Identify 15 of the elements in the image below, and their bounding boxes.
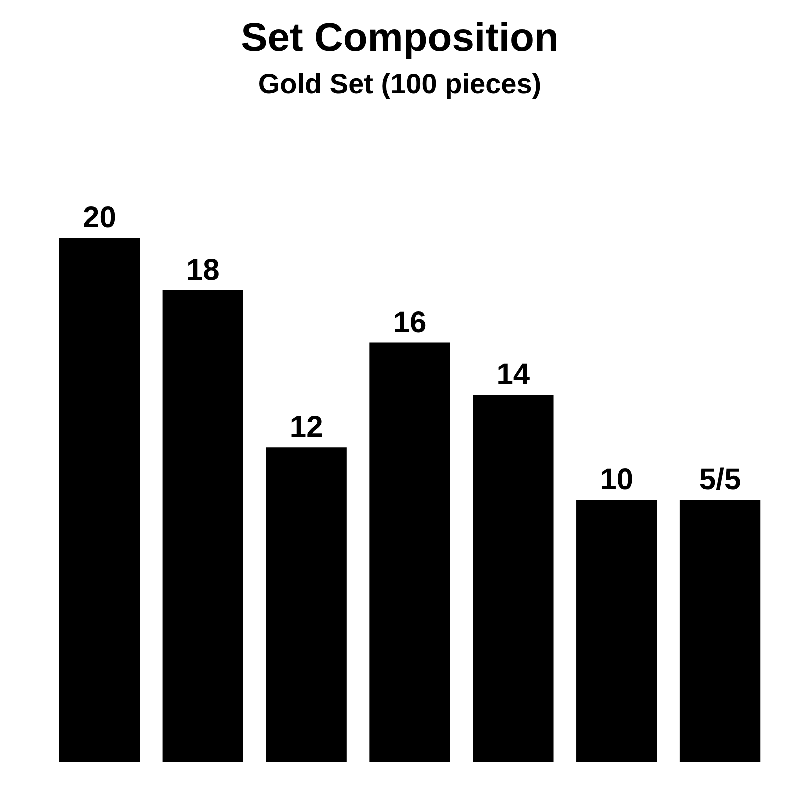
- bar: [576, 500, 658, 762]
- chart-subtitle: Gold Set (100 pieces): [258, 68, 542, 100]
- data-label: 10: [600, 464, 634, 496]
- data-label: 18: [186, 254, 220, 287]
- data-label: 16: [393, 306, 427, 340]
- bar: [162, 290, 244, 762]
- annotation: 5/5: [699, 464, 742, 496]
- data-label: 14: [496, 358, 530, 392]
- bar: [266, 448, 347, 762]
- bar: [59, 238, 140, 762]
- bar: [473, 395, 554, 762]
- data-label: 12: [290, 411, 324, 444]
- bar: [370, 342, 450, 762]
- data-label: 20: [83, 202, 116, 234]
- chart-title: Set Composition: [241, 16, 559, 60]
